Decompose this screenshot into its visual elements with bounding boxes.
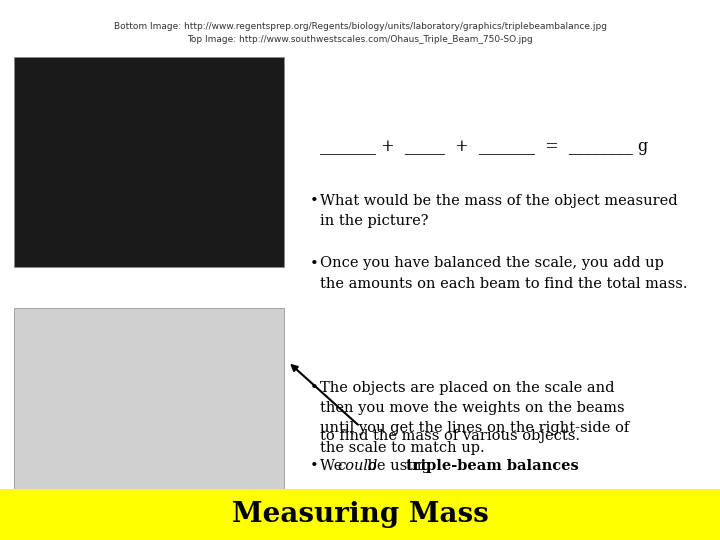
Text: Once you have balanced the scale, you add up
the amounts on each beam to find th: Once you have balanced the scale, you ad… — [320, 256, 688, 291]
Text: What would be the mass of the object measured
in the picture?: What would be the mass of the object mea… — [320, 194, 678, 228]
Text: Bottom Image: http://www.regentsprep.org/Regents/biology/units/laboratory/graphi: Bottom Image: http://www.regentsprep.org… — [114, 22, 606, 31]
Text: •: • — [310, 381, 318, 395]
Text: •: • — [310, 256, 318, 271]
Text: Top Image: http://www.southwestscales.com/Ohaus_Triple_Beam_750-SO.jpg: Top Image: http://www.southwestscales.co… — [187, 35, 533, 44]
FancyBboxPatch shape — [14, 308, 284, 494]
Text: be using: be using — [363, 459, 436, 473]
Text: triple-beam balances: triple-beam balances — [406, 459, 579, 473]
Text: •: • — [310, 194, 318, 208]
Text: _______ +  _____  +  _______  =  ________ g: _______ + _____ + _______ = ________ g — [320, 138, 649, 154]
Text: Measuring Mass: Measuring Mass — [232, 501, 488, 528]
Text: The objects are placed on the scale and
then you move the weights on the beams
u: The objects are placed on the scale and … — [320, 381, 630, 455]
Text: We: We — [320, 459, 347, 473]
Text: could: could — [337, 459, 377, 473]
Text: to find the mass of various objects.: to find the mass of various objects. — [320, 429, 580, 443]
FancyBboxPatch shape — [0, 489, 720, 540]
FancyBboxPatch shape — [14, 57, 284, 267]
Text: •: • — [310, 459, 318, 473]
